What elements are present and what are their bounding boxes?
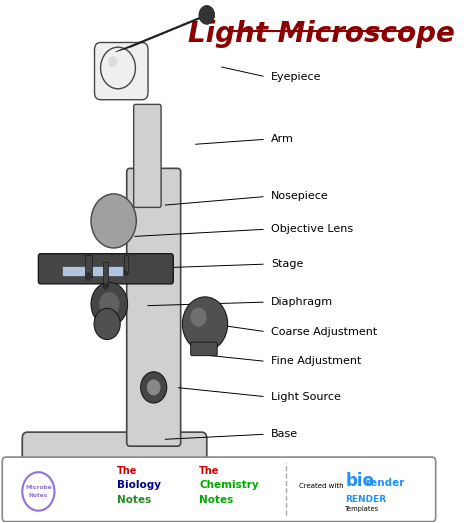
- Circle shape: [199, 6, 215, 24]
- Text: The: The: [117, 466, 137, 476]
- Text: Objective Lens: Objective Lens: [271, 224, 353, 234]
- Text: Created with: Created with: [300, 483, 344, 489]
- Bar: [85, 255, 92, 277]
- Circle shape: [91, 194, 137, 248]
- Circle shape: [85, 273, 91, 280]
- Circle shape: [91, 282, 128, 326]
- Text: Eyepiece: Eyepiece: [271, 72, 322, 82]
- FancyBboxPatch shape: [38, 254, 173, 284]
- Circle shape: [100, 293, 119, 315]
- Text: Fine Adjustment: Fine Adjustment: [271, 356, 362, 367]
- Bar: [36, 470, 53, 484]
- Text: Microbe: Microbe: [25, 485, 52, 490]
- Bar: [124, 255, 128, 274]
- Text: Chemistry: Chemistry: [200, 481, 259, 491]
- Bar: [103, 262, 109, 287]
- Circle shape: [147, 380, 160, 395]
- Text: bio: bio: [345, 472, 374, 490]
- Text: Notes: Notes: [117, 495, 151, 505]
- Text: Notes: Notes: [29, 493, 48, 498]
- Text: Notes: Notes: [200, 495, 234, 505]
- Circle shape: [22, 472, 55, 510]
- Text: Coarse Adjustment: Coarse Adjustment: [271, 327, 377, 337]
- Text: Diaphragm: Diaphragm: [271, 297, 333, 307]
- Circle shape: [182, 297, 228, 351]
- FancyBboxPatch shape: [191, 342, 217, 356]
- FancyBboxPatch shape: [2, 457, 436, 521]
- Text: Nosepiece: Nosepiece: [271, 191, 329, 201]
- FancyBboxPatch shape: [134, 105, 161, 208]
- Text: Arm: Arm: [271, 134, 294, 144]
- Text: Light Source: Light Source: [271, 392, 341, 402]
- Polygon shape: [115, 13, 215, 52]
- Text: Templates: Templates: [345, 506, 379, 511]
- FancyBboxPatch shape: [94, 42, 148, 100]
- Bar: [62, 266, 123, 276]
- Circle shape: [94, 309, 120, 339]
- Circle shape: [191, 309, 206, 326]
- Bar: [184, 470, 201, 484]
- Circle shape: [103, 283, 108, 289]
- Bar: [149, 470, 166, 484]
- Text: Light Microscope: Light Microscope: [188, 19, 455, 48]
- Bar: [71, 470, 88, 484]
- FancyBboxPatch shape: [22, 432, 207, 479]
- Text: RENDER: RENDER: [345, 495, 386, 504]
- Text: Biology: Biology: [117, 481, 161, 491]
- Text: render: render: [365, 477, 404, 487]
- Text: Base: Base: [271, 429, 298, 439]
- Circle shape: [109, 57, 117, 66]
- Text: The: The: [200, 466, 220, 476]
- Circle shape: [100, 47, 136, 89]
- Circle shape: [124, 271, 128, 276]
- Text: Stage: Stage: [271, 259, 303, 269]
- Circle shape: [141, 372, 167, 403]
- FancyBboxPatch shape: [127, 168, 181, 446]
